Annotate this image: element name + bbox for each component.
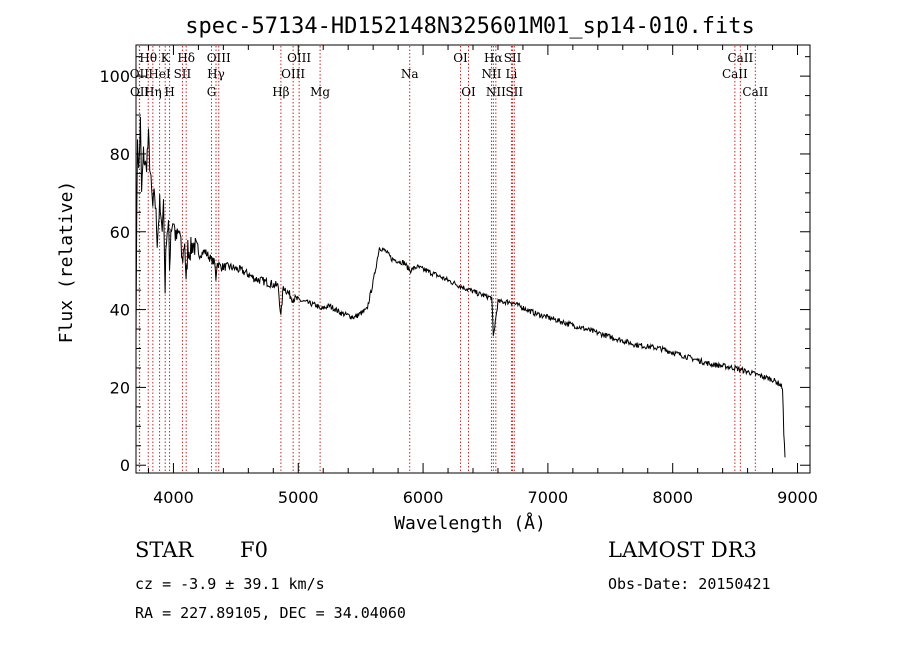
line-label: OII [130, 85, 150, 99]
object-subclass: F0 [240, 538, 268, 562]
line-label: CaII [727, 51, 753, 65]
y-tick-label: 20 [110, 378, 130, 397]
line-label: K [161, 51, 171, 65]
line-label: OI [461, 85, 476, 99]
y-tick-label: 40 [110, 301, 130, 320]
line-label: HeI [148, 67, 171, 81]
line-label: CaII [742, 85, 768, 99]
y-tick-label: 0 [120, 456, 130, 475]
x-tick-label: 7000 [528, 488, 569, 507]
observation-date: Obs-Date: 20150421 [608, 575, 771, 593]
line-label: OIII [281, 67, 305, 81]
line-label: Hγ [207, 67, 225, 81]
line-label: OIII [207, 51, 231, 65]
redshift-velocity: cz = -3.9 ± 39.1 km/s [135, 575, 325, 593]
line-label: OII [130, 67, 150, 81]
line-label: Mg [310, 85, 330, 99]
line-label: Li [506, 67, 518, 81]
line-label: Hη [144, 85, 162, 99]
x-tick-label: 5000 [278, 488, 319, 507]
x-axis: 4000 5000 6000 7000 8000 9000 [147, 45, 818, 507]
y-axis: 0 20 40 60 80 100 [99, 56, 810, 475]
line-label: H [164, 85, 174, 99]
line-label: OIII [287, 51, 311, 65]
x-axis-label: Wavelength (Å) [394, 512, 546, 534]
line-label: NII [481, 67, 501, 81]
x-tick-label: 9000 [777, 488, 818, 507]
line-label: SII [174, 67, 192, 81]
line-label: NII [486, 85, 506, 99]
line-label: SII [504, 51, 522, 65]
line-label: G [207, 85, 217, 99]
survey-name: LAMOST DR3 [608, 538, 757, 562]
line-label: Na [401, 67, 419, 81]
y-axis-label: Flux (relative) [56, 181, 77, 344]
line-label: Hδ [177, 51, 195, 65]
line-label: Hθ [139, 51, 157, 65]
x-tick-label: 4000 [153, 488, 194, 507]
line-label: SII [505, 85, 523, 99]
emission-line-markers [138, 46, 756, 472]
coordinates: RA = 227.89105, DEC = 34.04060 [135, 604, 406, 622]
x-tick-label: 6000 [403, 488, 444, 507]
plot-frame [135, 44, 811, 474]
line-label: CaII [722, 67, 748, 81]
y-tick-label: 80 [110, 145, 130, 164]
y-tick-label: 100 [99, 67, 130, 86]
y-tick-label: 60 [110, 223, 130, 242]
spectrum-line [135, 116, 786, 458]
object-class: STAR [135, 538, 194, 562]
line-label: Hβ [272, 85, 289, 99]
chart-title: spec-57134-HD152148N325601M01_sp14-010.f… [185, 14, 755, 39]
x-tick-label: 8000 [652, 488, 693, 507]
line-label: OI [453, 51, 468, 65]
line-label: Hα [484, 51, 503, 65]
